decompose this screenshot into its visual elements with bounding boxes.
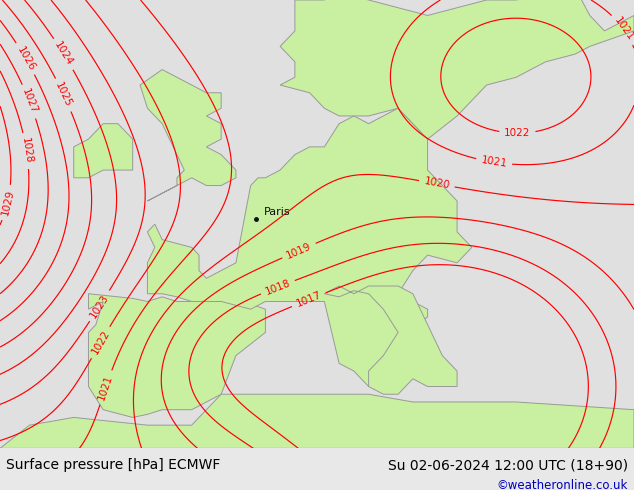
Text: 1022: 1022 — [504, 128, 531, 138]
Text: 1027: 1027 — [20, 87, 39, 116]
Text: 1024: 1024 — [53, 40, 75, 68]
Text: Su 02-06-2024 12:00 UTC (18+90): Su 02-06-2024 12:00 UTC (18+90) — [387, 458, 628, 472]
Polygon shape — [148, 108, 472, 387]
Text: 1018: 1018 — [264, 278, 292, 296]
Text: 1025: 1025 — [53, 81, 74, 109]
Text: 1021: 1021 — [97, 373, 115, 402]
Text: 1021: 1021 — [481, 155, 508, 169]
Text: 1029: 1029 — [0, 189, 15, 217]
Text: Paris: Paris — [264, 207, 290, 217]
Text: 1026: 1026 — [15, 45, 37, 73]
Text: ©weatheronline.co.uk: ©weatheronline.co.uk — [496, 479, 628, 490]
Polygon shape — [0, 394, 634, 448]
Polygon shape — [140, 70, 236, 201]
Polygon shape — [325, 286, 457, 394]
Text: Surface pressure [hPa] ECMWF: Surface pressure [hPa] ECMWF — [6, 458, 221, 472]
Text: 1020: 1020 — [423, 176, 451, 191]
Polygon shape — [74, 123, 133, 178]
Polygon shape — [89, 294, 266, 417]
Text: 1019: 1019 — [285, 241, 313, 260]
Polygon shape — [280, 0, 634, 139]
Text: 1022: 1022 — [89, 328, 112, 356]
Text: 1023: 1023 — [88, 292, 111, 319]
Text: 1017: 1017 — [295, 290, 323, 309]
Text: 1028: 1028 — [20, 137, 34, 165]
Text: 1021: 1021 — [612, 16, 634, 43]
